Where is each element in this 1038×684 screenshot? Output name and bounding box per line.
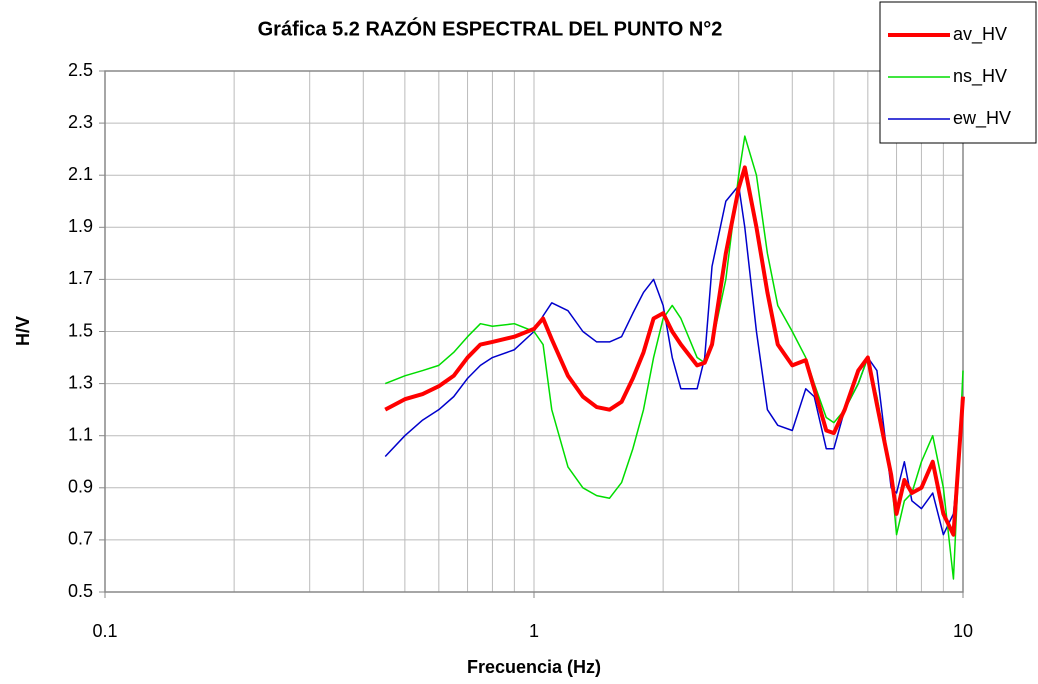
y-tick-label: 0.7 xyxy=(68,529,93,549)
chart-title: Gráfica 5.2 RAZÓN ESPECTRAL DEL PUNTO N°… xyxy=(258,16,723,40)
y-axis-label: H/V xyxy=(13,316,33,346)
legend-label: ns_HV xyxy=(953,66,1007,87)
y-tick-label: 1.3 xyxy=(68,372,93,392)
y-tick-label: 1.5 xyxy=(68,320,93,340)
y-tick-label: 0.5 xyxy=(68,581,93,601)
x-tick-label: 10 xyxy=(953,621,973,641)
y-tick-label: 2.5 xyxy=(68,60,93,80)
y-tick-label: 1.9 xyxy=(68,216,93,236)
x-axis-label: Frecuencia (Hz) xyxy=(467,657,601,677)
plot-border xyxy=(104,70,964,593)
y-tick-label: 1.7 xyxy=(68,268,93,288)
y-tick-label: 0.9 xyxy=(68,477,93,497)
legend-label: ew_HV xyxy=(953,108,1011,129)
data-line xyxy=(384,165,965,537)
y-tick-label: 2.3 xyxy=(68,112,93,132)
y-tick-label: 2.1 xyxy=(68,164,93,184)
y-tick-label: 1.1 xyxy=(68,424,93,444)
x-tick-label: 0.1 xyxy=(92,621,117,641)
legend-label: av_HV xyxy=(953,24,1007,45)
x-tick-label: 1 xyxy=(529,621,539,641)
